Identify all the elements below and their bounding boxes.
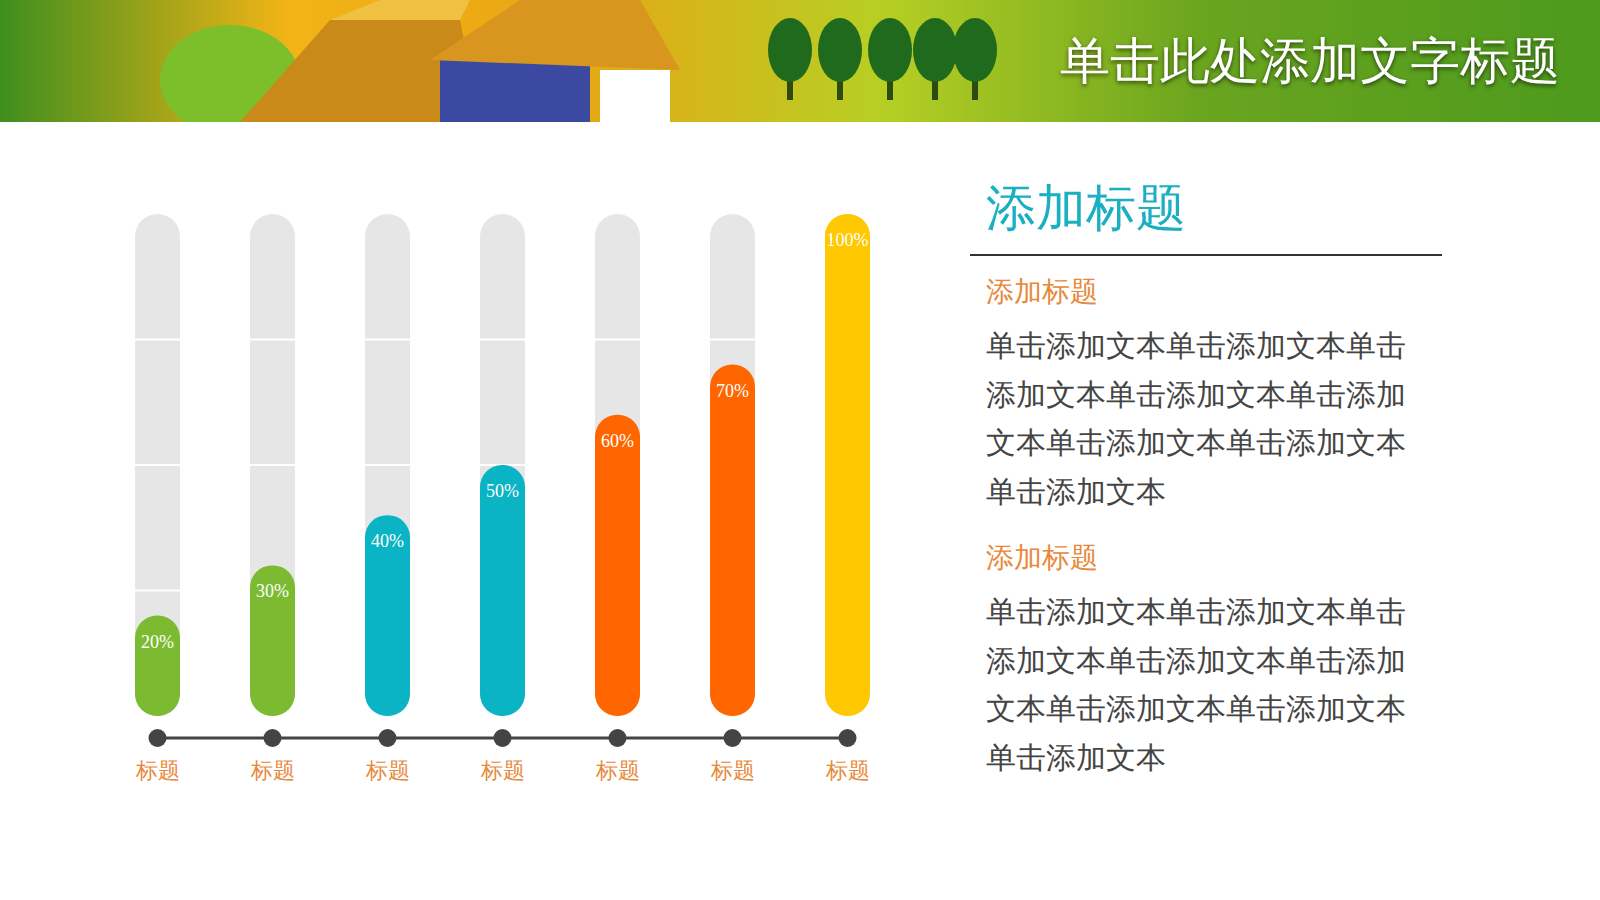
svg-text:标题: 标题: [480, 758, 525, 783]
svg-text:50%: 50%: [486, 481, 519, 501]
svg-text:标题: 标题: [135, 758, 180, 783]
svg-text:标题: 标题: [595, 758, 640, 783]
html-text:单击添加文本单击添加文本单击添加文本单击添加文本单击添加文本: 单击添加文本单击添加文本单击添加文本单击添加文本单击添加文本单击添加文本单击添加…: [986, 328, 1406, 509]
html-text:添加标题: 添加标题: [986, 179, 1186, 237]
html-text:单击此处添加文字标题: 单击此处添加文字标题: [1060, 32, 1560, 90]
svg-text:40%: 40%: [371, 531, 404, 551]
svg-text:100%: 100%: [827, 230, 869, 250]
html-text:添加标题: 添加标题: [986, 541, 1098, 574]
svg-text:标题: 标题: [825, 758, 870, 783]
svg-text:标题: 标题: [250, 758, 295, 783]
svg-text:70%: 70%: [716, 381, 749, 401]
svg-text:20%: 20%: [141, 632, 174, 652]
html-text:单击添加文本单击添加文本单击添加文本单击添加文本单击添加文本: 单击添加文本单击添加文本单击添加文本单击添加文本单击添加文本单击添加文本单击添加…: [986, 594, 1406, 775]
svg-text:标题: 标题: [710, 758, 755, 783]
svg-text:60%: 60%: [601, 431, 634, 451]
svg-text:30%: 30%: [256, 581, 289, 601]
svg-text:标题: 标题: [365, 758, 410, 783]
html-text:添加标题: 添加标题: [986, 275, 1098, 308]
